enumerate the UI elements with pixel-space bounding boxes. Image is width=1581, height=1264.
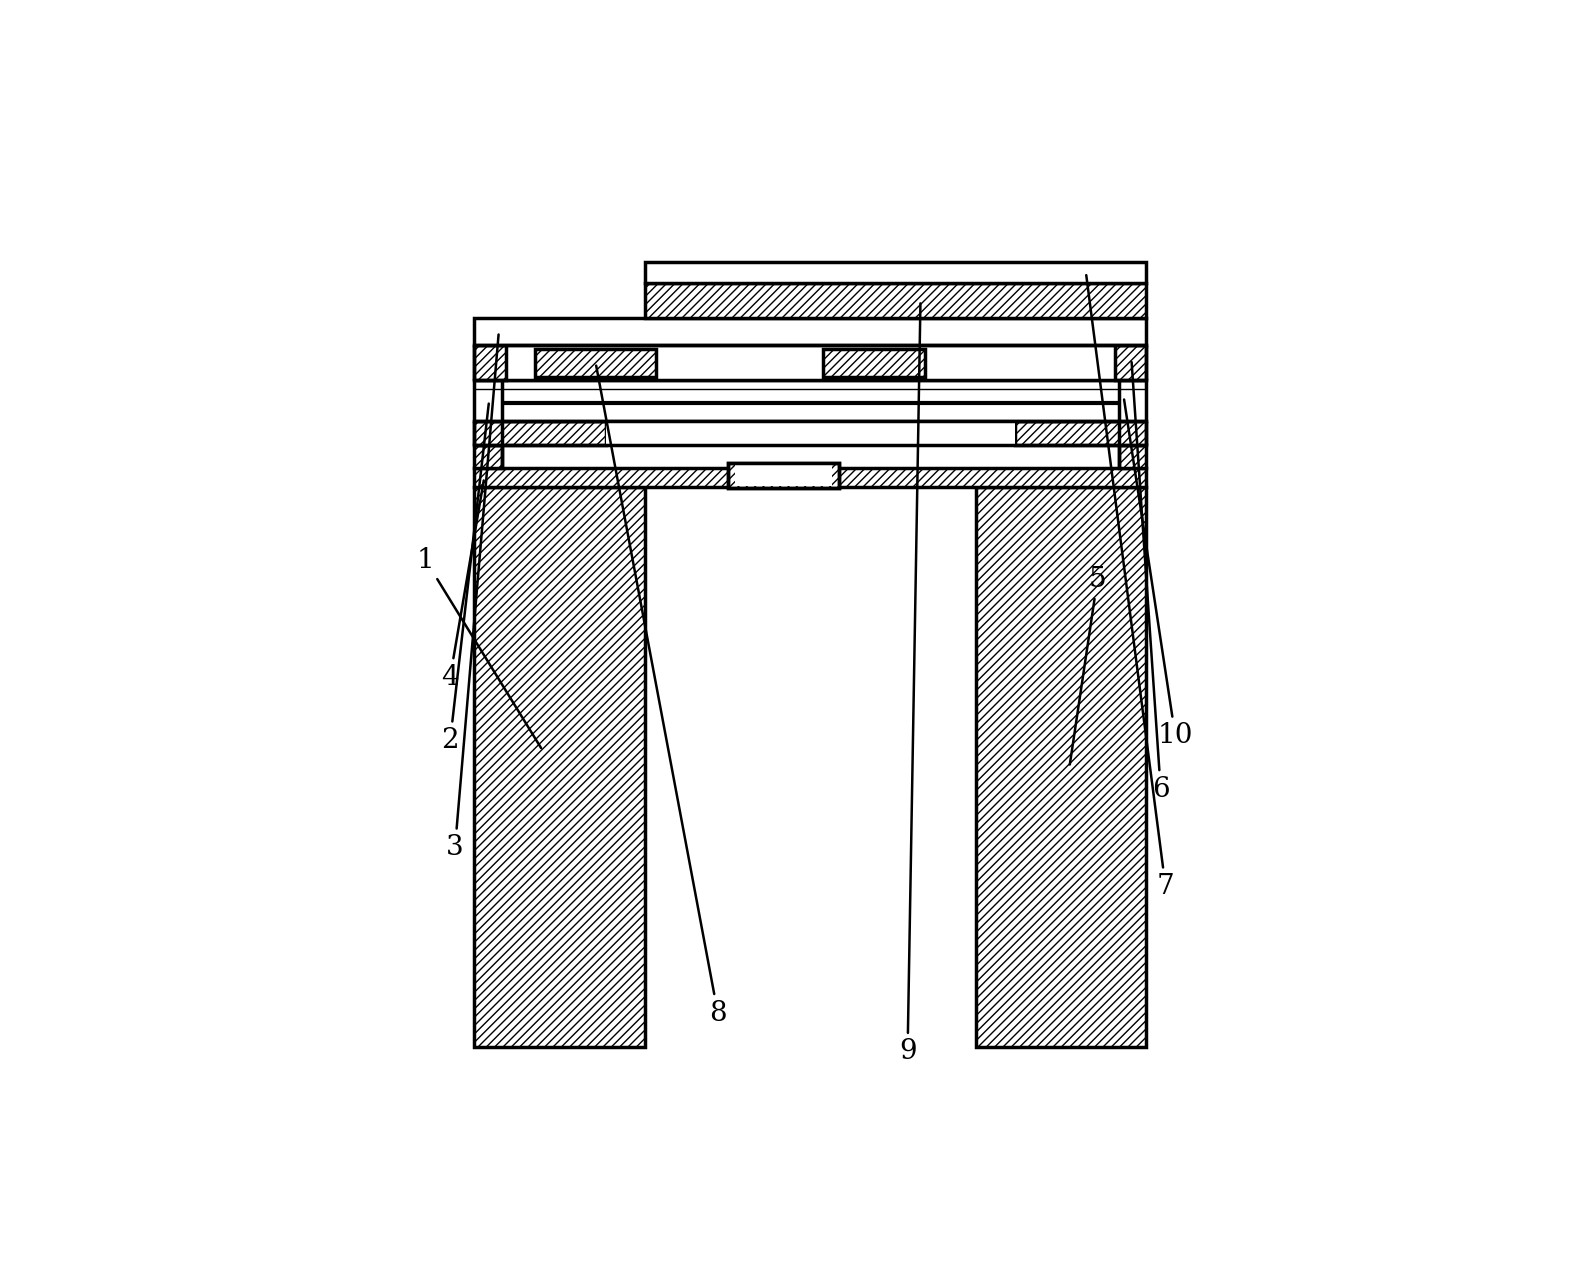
- Bar: [474, 421, 606, 445]
- Bar: [474, 445, 501, 468]
- Text: 1: 1: [417, 547, 541, 748]
- Text: 2: 2: [441, 403, 489, 755]
- Bar: [645, 283, 1146, 319]
- Bar: [1115, 345, 1146, 380]
- Text: 10: 10: [1124, 399, 1194, 750]
- Bar: [474, 345, 1146, 380]
- Bar: [474, 345, 506, 380]
- Bar: [474, 421, 1146, 445]
- Bar: [474, 319, 1146, 345]
- Bar: [534, 349, 656, 377]
- Text: 5: 5: [1070, 566, 1107, 765]
- Text: 4: 4: [441, 480, 484, 690]
- Bar: [824, 349, 925, 377]
- Bar: [606, 421, 1015, 445]
- Bar: [727, 463, 840, 488]
- Bar: [727, 463, 840, 488]
- Bar: [975, 488, 1146, 1047]
- Bar: [474, 488, 645, 1047]
- Text: 8: 8: [596, 365, 727, 1026]
- Bar: [1015, 421, 1146, 445]
- Bar: [1119, 445, 1146, 468]
- Text: 7: 7: [1086, 276, 1175, 900]
- Text: 6: 6: [1132, 363, 1170, 803]
- Text: 9: 9: [898, 303, 920, 1066]
- Bar: [474, 380, 1146, 421]
- Bar: [645, 262, 1146, 283]
- Bar: [474, 468, 1146, 488]
- Bar: [735, 465, 832, 487]
- Text: 3: 3: [446, 335, 498, 861]
